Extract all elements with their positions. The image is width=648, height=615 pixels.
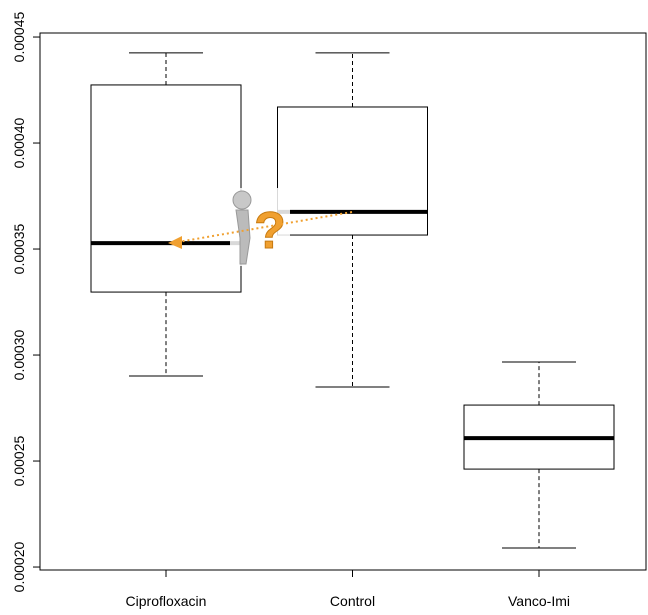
- box: [91, 85, 241, 292]
- y-tick-label: 0.00045: [11, 12, 27, 63]
- thinking-figure-icon: ?: [230, 188, 290, 266]
- box: [278, 107, 428, 235]
- y-tick-label: 0.00040: [11, 118, 27, 169]
- icon-question-mark: ?: [254, 202, 286, 260]
- y-tick-label: 0.00035: [11, 224, 27, 275]
- x-tick-label: Ciprofloxacin: [126, 593, 207, 609]
- y-tick-label: 0.00025: [11, 436, 27, 487]
- icon-head: [233, 191, 251, 209]
- marks: [91, 53, 614, 548]
- x-tick-label: Control: [330, 593, 375, 609]
- y-tick-label: 0.00030: [11, 330, 27, 381]
- y-tick-label: 0.00020: [11, 542, 27, 593]
- page: {"chart_data": { "type": "box", "categor…: [0, 0, 648, 610]
- x-tick-label: Vanco-Imi: [508, 593, 570, 609]
- chart: 0.00020 0.00025 0.00030 0.00035 0.00040 0.000…: [0, 0, 648, 610]
